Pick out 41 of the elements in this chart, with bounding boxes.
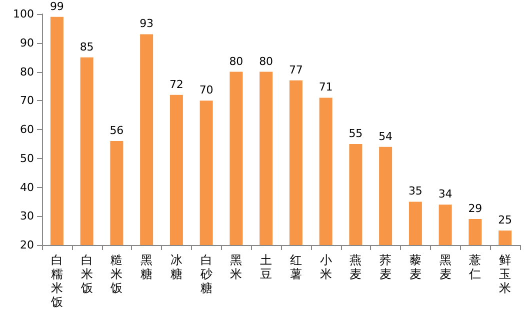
y-tick-label: 50 bbox=[20, 152, 34, 165]
x-tick-label: 荞麦 bbox=[380, 253, 392, 281]
data-label: 35 bbox=[408, 184, 422, 198]
data-label: 71 bbox=[318, 80, 333, 94]
data-label: 93 bbox=[140, 17, 154, 30]
x-tick-label: 小米 bbox=[320, 253, 332, 281]
data-label: 55 bbox=[348, 126, 363, 140]
x-tick-label: 黑麦 bbox=[439, 253, 452, 281]
x-tick-label: 薏仁 bbox=[468, 253, 482, 281]
x-tick-label: 冰糖 bbox=[170, 253, 182, 281]
y-tick-label: 40 bbox=[20, 180, 34, 194]
x-tick-label: 藜麦 bbox=[409, 253, 422, 281]
y-tick-label: 20 bbox=[20, 238, 34, 252]
x-tick-label: 燕麦 bbox=[350, 253, 362, 281]
y-tick-label: 60 bbox=[20, 123, 34, 136]
x-tick-label: 土豆 bbox=[260, 253, 272, 281]
x-tick-label: 白砂糖 bbox=[199, 253, 212, 295]
x-tick-label: 糙米饭 bbox=[110, 253, 123, 295]
y-tick-label: 30 bbox=[20, 210, 34, 223]
y-tick-label: 100 bbox=[13, 8, 34, 20]
data-label: 34 bbox=[438, 188, 452, 201]
y-tick-label: 70 bbox=[20, 94, 34, 108]
data-label: 80 bbox=[259, 54, 274, 68]
x-tick-label: 白糯米饭 bbox=[50, 253, 63, 309]
data-label: 99 bbox=[50, 0, 64, 13]
data-label: 70 bbox=[199, 84, 214, 97]
x-tick-label: 红薯 bbox=[290, 253, 302, 281]
data-label: 56 bbox=[110, 124, 124, 138]
data-label: 25 bbox=[498, 214, 512, 227]
x-tick-label: 白米饭 bbox=[80, 253, 93, 295]
x-tick-label: 黑米 bbox=[230, 253, 242, 281]
x-tick-label: 鲜玉米 bbox=[499, 253, 512, 295]
y-tick-label: 80 bbox=[20, 65, 34, 78]
data-label: 80 bbox=[229, 54, 244, 68]
data-label: 54 bbox=[378, 130, 393, 143]
y-tick-label: 90 bbox=[20, 36, 34, 50]
data-label: 85 bbox=[80, 40, 94, 54]
data-label: 29 bbox=[468, 202, 482, 216]
x-tick-label: 黑糖 bbox=[140, 253, 153, 281]
data-label: 72 bbox=[169, 78, 184, 91]
data-label: 77 bbox=[288, 63, 303, 76]
